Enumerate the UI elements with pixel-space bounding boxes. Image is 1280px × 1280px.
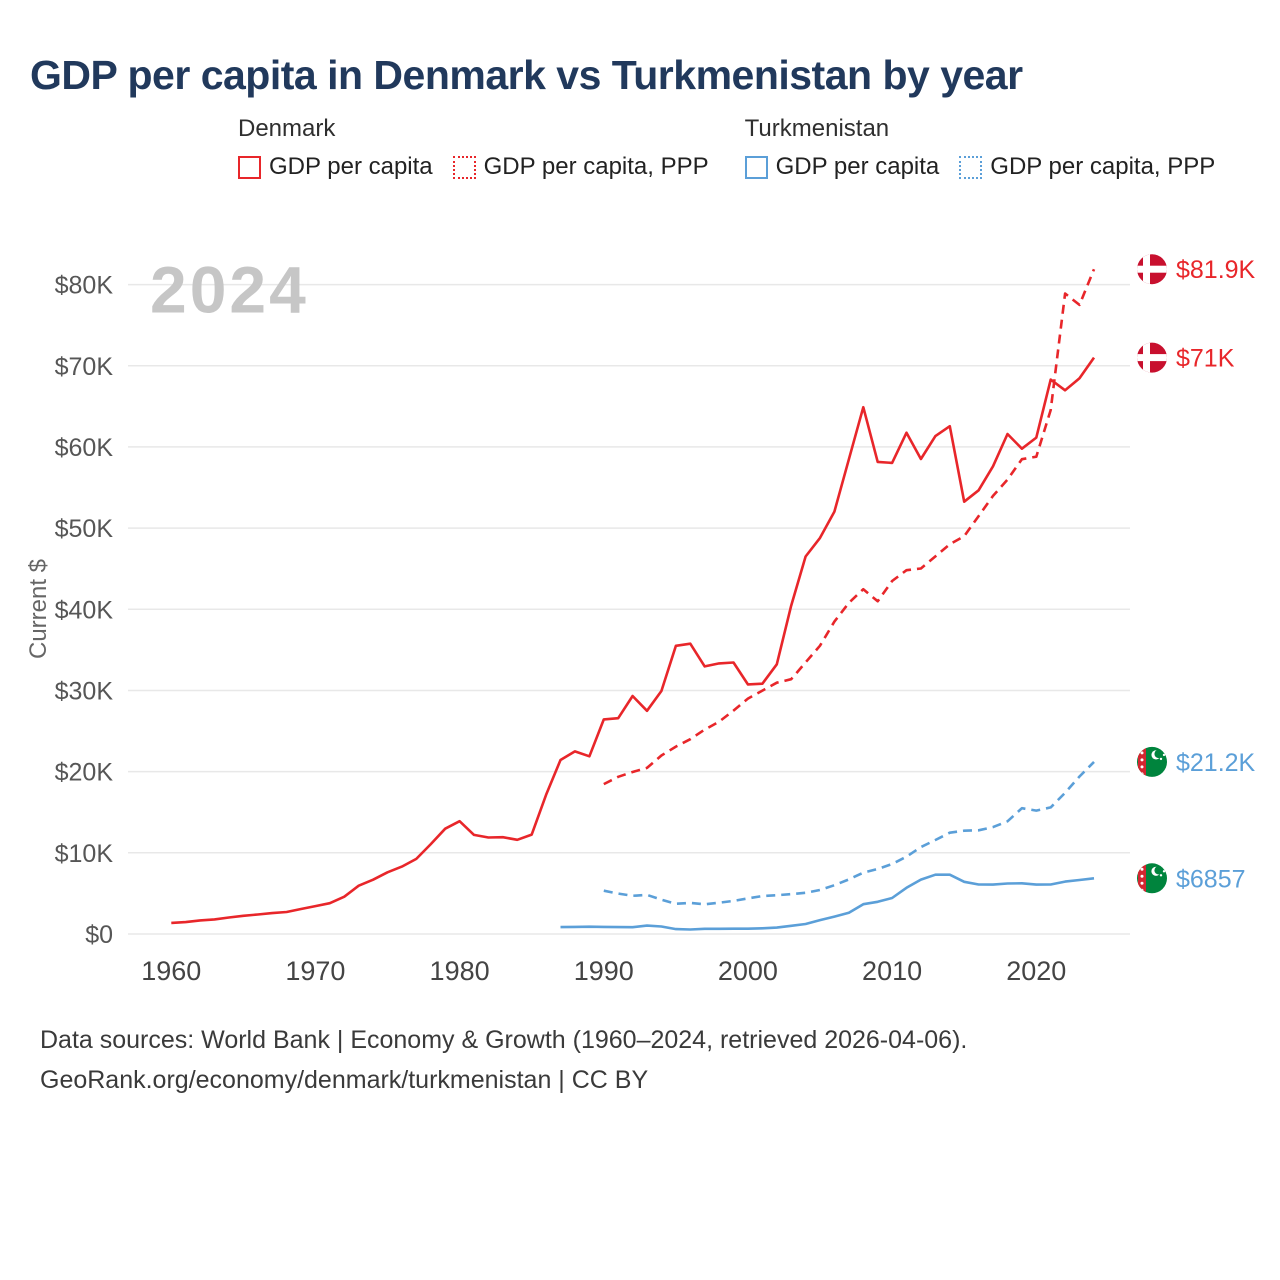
legend-item-turkmenistan-gdp-ppp: GDP per capita, PPP <box>959 153 1215 181</box>
chart-footer: Data sources: World Bank | Economy & Gro… <box>40 1020 1280 1100</box>
legend-item-denmark-gdp: GDP per capita <box>238 153 433 181</box>
svg-text:2000: 2000 <box>718 956 778 986</box>
svg-text:2010: 2010 <box>862 956 922 986</box>
svg-text:$80K: $80K <box>55 272 114 300</box>
svg-text:$81.9K: $81.9K <box>1176 256 1256 284</box>
svg-text:Current $: Current $ <box>25 559 52 659</box>
denmark-gdp-swatch-icon <box>238 155 261 179</box>
legend-country-label: Turkmenistan <box>744 115 890 142</box>
svg-text:$40K: $40K <box>55 596 114 624</box>
svg-text:$0: $0 <box>85 921 113 949</box>
data-sources-line: Data sources: World Bank | Economy & Gro… <box>40 1026 968 1054</box>
page-title: GDP per capita in Denmark vs Turkmenista… <box>30 52 1023 98</box>
svg-text:$6857: $6857 <box>1176 865 1246 893</box>
svg-text:$60K: $60K <box>55 434 114 462</box>
svg-text:2020: 2020 <box>1006 956 1066 986</box>
turkmenistan-gdp-swatch-icon <box>744 155 768 179</box>
legend-group-denmark: Denmark GDP per capita GDP per capita, P… <box>238 115 709 181</box>
legend-group-turkmenistan: Turkmenistan GDP per capita GDP per capi… <box>744 115 1215 181</box>
legend-item-label: GDP per capita, PPP <box>990 153 1216 180</box>
svg-text:1980: 1980 <box>430 956 490 986</box>
denmark-gdp-ppp-swatch-icon <box>452 155 476 179</box>
svg-text:1970: 1970 <box>285 956 345 986</box>
svg-text:$70K: $70K <box>55 353 114 381</box>
svg-text:$21.2K: $21.2K <box>1176 749 1256 777</box>
legend-country-label: Denmark <box>238 115 336 142</box>
turkmenistan-gdp-ppp-swatch-icon <box>959 155 983 179</box>
svg-text:1960: 1960 <box>141 956 201 986</box>
svg-text:$10K: $10K <box>55 840 114 868</box>
legend-item-label: GDP per capita, PPP <box>483 153 709 180</box>
svg-text:1990: 1990 <box>574 956 634 986</box>
legend-item-label: GDP per capita <box>269 153 433 180</box>
svg-text:$50K: $50K <box>55 515 114 543</box>
legend: Denmark GDP per capita GDP per capita, P… <box>0 115 1280 181</box>
gdp-line-chart: $0 $10K $20K $30K $40K $50K $60K $70K $80K 2024 19… <box>25 253 1256 986</box>
legend-item-denmark-gdp-ppp: GDP per capita, PPP <box>452 153 709 181</box>
legend-item-turkmenistan-gdp: GDP per capita <box>744 153 940 181</box>
attribution-line: GeoRank.org/economy/denmark/turkmenistan… <box>40 1066 649 1094</box>
svg-text:$71K: $71K <box>1176 345 1235 373</box>
svg-text:$20K: $20K <box>55 759 114 787</box>
svg-text:$30K: $30K <box>55 678 114 706</box>
legend-item-label: GDP per capita <box>775 153 940 180</box>
svg-text:2024: 2024 <box>150 253 309 327</box>
